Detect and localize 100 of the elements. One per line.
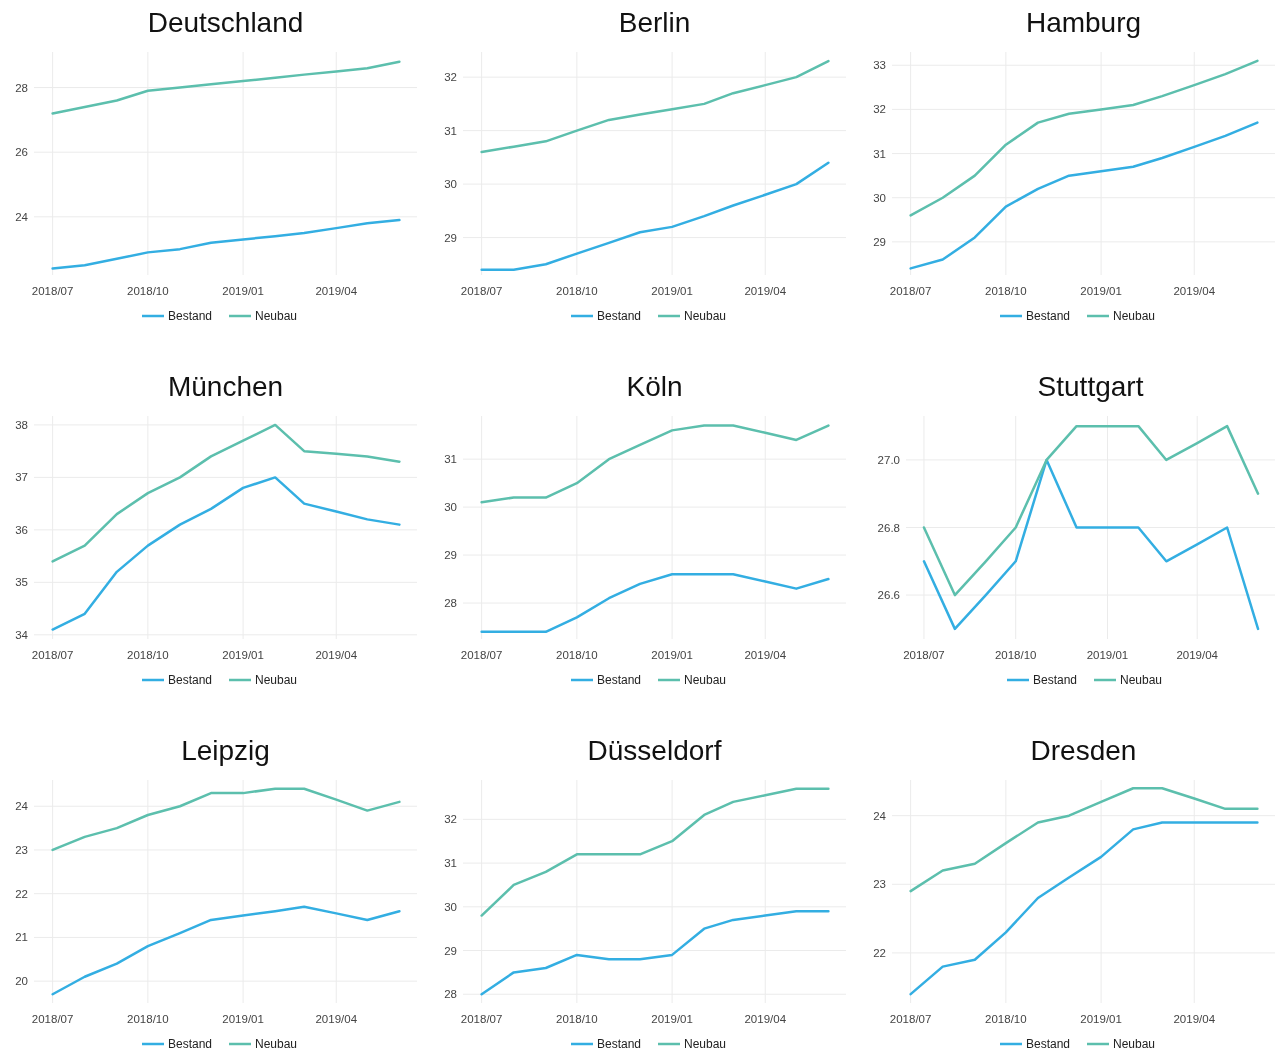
line-series (480, 161, 830, 271)
y-tick-label: 26 (15, 146, 28, 159)
legend-label: Bestand (168, 1037, 213, 1051)
x-tick-label: 2018/07 (31, 649, 74, 661)
line-series (480, 59, 830, 154)
legend-label: Neubau (684, 1037, 727, 1051)
x-tick-label: 2019/01 (222, 285, 264, 297)
x-tick-label: 2018/07 (889, 1013, 932, 1025)
x-tick-label: 2019/04 (315, 649, 358, 661)
x-tick-label: 2018/07 (903, 649, 945, 661)
chart-title: München (167, 371, 284, 402)
legend-label: Bestand (1026, 1037, 1071, 1051)
x-tick-label: 2018/07 (460, 285, 503, 297)
line-series (909, 59, 1259, 217)
y-tick-label: 24 (873, 809, 887, 822)
line-series (51, 218, 401, 270)
y-tick-label: 37 (15, 471, 28, 484)
y-tick-label: 20 (15, 975, 28, 988)
x-tick-label: 2018/10 (556, 649, 598, 661)
y-tick-label: 32 (873, 103, 886, 116)
x-tick-label: 2019/01 (222, 1013, 264, 1025)
y-tick-label: 22 (873, 946, 886, 959)
chart-title: Hamburg (1025, 7, 1142, 38)
x-tick-label: 2018/10 (556, 285, 598, 297)
x-tick-label: 2018/10 (985, 1013, 1027, 1025)
x-tick-label: 2018/10 (985, 285, 1027, 297)
chart-title: Köln (626, 371, 683, 402)
x-tick-label: 2019/04 (744, 649, 787, 661)
y-tick-label: 23 (15, 843, 28, 856)
line-series (51, 423, 401, 563)
line-series (51, 787, 401, 852)
x-tick-label: 2019/04 (315, 285, 358, 297)
line-series (51, 905, 401, 996)
y-tick-label: 29 (444, 549, 457, 562)
x-tick-label: 2018/10 (994, 649, 1037, 661)
x-tick-label: 2018/07 (31, 1013, 74, 1025)
y-tick-label: 31 (444, 857, 457, 870)
y-tick-label: 29 (444, 944, 457, 957)
legend-label: Bestand (597, 673, 642, 687)
legend-label: Neubau (684, 309, 727, 323)
chart-title: Stuttgart (1037, 371, 1144, 402)
x-tick-label: 2019/04 (315, 1013, 358, 1025)
y-tick-label: 24 (15, 210, 29, 223)
x-tick-label: 2018/07 (889, 285, 932, 297)
legend-label: Bestand (597, 309, 642, 323)
x-tick-label: 2019/01 (651, 1013, 693, 1025)
chart-title: Leipzig (181, 735, 270, 766)
line-series (909, 121, 1259, 270)
legend-label: Neubau (1120, 673, 1163, 687)
x-tick-label: 2018/07 (31, 285, 74, 297)
chart-title: Dresden (1030, 735, 1137, 766)
y-tick-label: 29 (444, 231, 457, 244)
y-tick-label: 30 (444, 900, 457, 913)
y-tick-label: 31 (444, 453, 457, 466)
x-tick-label: 2019/04 (744, 285, 787, 297)
line-series (51, 60, 401, 115)
x-tick-label: 2019/01 (1080, 285, 1122, 297)
x-tick-label: 2018/10 (556, 1013, 598, 1025)
line-series (922, 458, 1260, 631)
line-series (922, 424, 1260, 597)
chart-title: Deutschland (147, 7, 304, 38)
y-tick-label: 28 (444, 597, 457, 610)
y-tick-label: 33 (873, 59, 886, 72)
x-tick-label: 2018/07 (460, 1013, 503, 1025)
y-tick-label: 34 (15, 628, 29, 641)
legend-label: Bestand (597, 1037, 642, 1051)
y-tick-label: 26.8 (877, 521, 900, 534)
legend-label: Bestand (168, 309, 213, 323)
y-tick-label: 26.6 (877, 589, 900, 602)
legend-label: Bestand (168, 673, 213, 687)
line-series (480, 424, 830, 504)
x-tick-label: 2019/04 (1173, 1013, 1216, 1025)
x-tick-label: 2019/01 (222, 649, 264, 661)
legend-label: Bestand (1026, 309, 1071, 323)
line-series (480, 573, 830, 634)
y-tick-label: 27.0 (877, 453, 900, 466)
legend-label: Neubau (1113, 1037, 1156, 1051)
y-tick-label: 32 (444, 71, 457, 84)
y-tick-label: 30 (873, 191, 886, 204)
chart-title: Düsseldorf (587, 735, 722, 766)
y-tick-label: 38 (15, 418, 28, 431)
x-tick-label: 2018/10 (127, 285, 169, 297)
legend-label: Neubau (255, 1037, 298, 1051)
y-tick-label: 28 (15, 81, 28, 94)
y-tick-label: 30 (444, 501, 457, 514)
line-series (909, 821, 1259, 996)
legend-label: Neubau (255, 673, 298, 687)
x-tick-label: 2018/10 (127, 1013, 169, 1025)
x-tick-label: 2019/01 (651, 285, 693, 297)
legend-label: Bestand (1033, 673, 1078, 687)
y-tick-label: 31 (873, 147, 886, 160)
y-tick-label: 28 (444, 988, 457, 1001)
line-series (480, 787, 830, 917)
line-series (909, 786, 1259, 893)
line-series (480, 909, 830, 996)
x-tick-label: 2019/04 (744, 1013, 787, 1025)
y-tick-label: 32 (444, 813, 457, 826)
line-series (51, 476, 401, 631)
x-tick-label: 2019/01 (1080, 1013, 1122, 1025)
y-tick-label: 22 (15, 887, 28, 900)
